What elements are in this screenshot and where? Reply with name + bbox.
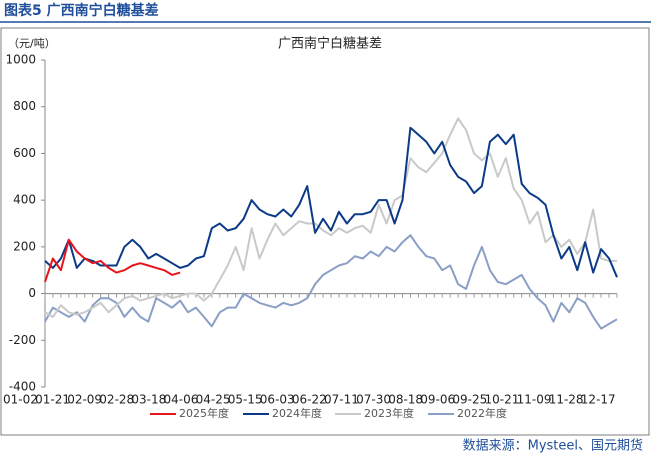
y-tick-label: 200 — [13, 239, 36, 253]
y-tick-label: 0 — [28, 286, 36, 300]
series-line — [44, 126, 618, 278]
y-axis-label: （元/吨） — [8, 37, 56, 50]
chart-title: 广西南宁白糖基差 — [278, 36, 382, 52]
x-tick-label: 10-21 — [485, 393, 520, 407]
y-tick-label: 800 — [13, 99, 36, 113]
legend-label: 2023年度 — [364, 406, 414, 420]
x-tick-label: 07-11 — [324, 393, 359, 407]
x-tick-label: 07-30 — [356, 393, 391, 407]
series-line — [44, 234, 618, 330]
x-tick-label: 05-15 — [228, 393, 263, 407]
chart-frame — [0, 27, 650, 436]
legend-label: 2025年度 — [179, 406, 229, 420]
y-tick-label: -400 — [9, 380, 36, 394]
x-tick-label: 04-25 — [196, 393, 231, 407]
x-tick-label: 08-18 — [388, 393, 423, 407]
x-tick-label: 01-02 — [3, 393, 38, 407]
x-tick-label: 06-22 — [292, 393, 327, 407]
legend-label: 2024年度 — [272, 406, 322, 420]
x-tick-label: 01-21 — [35, 393, 70, 407]
y-tick-label: 600 — [13, 146, 36, 160]
y-tick-label: 1000 — [5, 53, 36, 67]
header-title: 图表5 广西南宁白糖基差 — [4, 2, 159, 19]
x-tick-label: 02-28 — [99, 393, 134, 407]
x-tick-label: 03-18 — [131, 393, 166, 407]
x-tick-label: 02-09 — [67, 393, 102, 407]
x-tick-label: 09-25 — [452, 393, 487, 407]
legend-label: 2022年度 — [457, 406, 507, 420]
source: 数据来源：Mysteel、国元期货 — [463, 438, 643, 454]
x-tick-label: 06-03 — [260, 393, 295, 407]
x-tick-label: 12-17 — [581, 393, 616, 407]
x-tick-label: 04-06 — [164, 393, 199, 407]
y-tick-label: 400 — [13, 193, 36, 207]
y-tick-label: -200 — [9, 333, 36, 347]
series-line — [44, 117, 617, 318]
series-line — [44, 238, 181, 283]
x-tick-label: 09-06 — [420, 393, 455, 407]
x-tick-label: 11-28 — [549, 393, 584, 407]
x-tick-label: 11-09 — [517, 393, 552, 407]
